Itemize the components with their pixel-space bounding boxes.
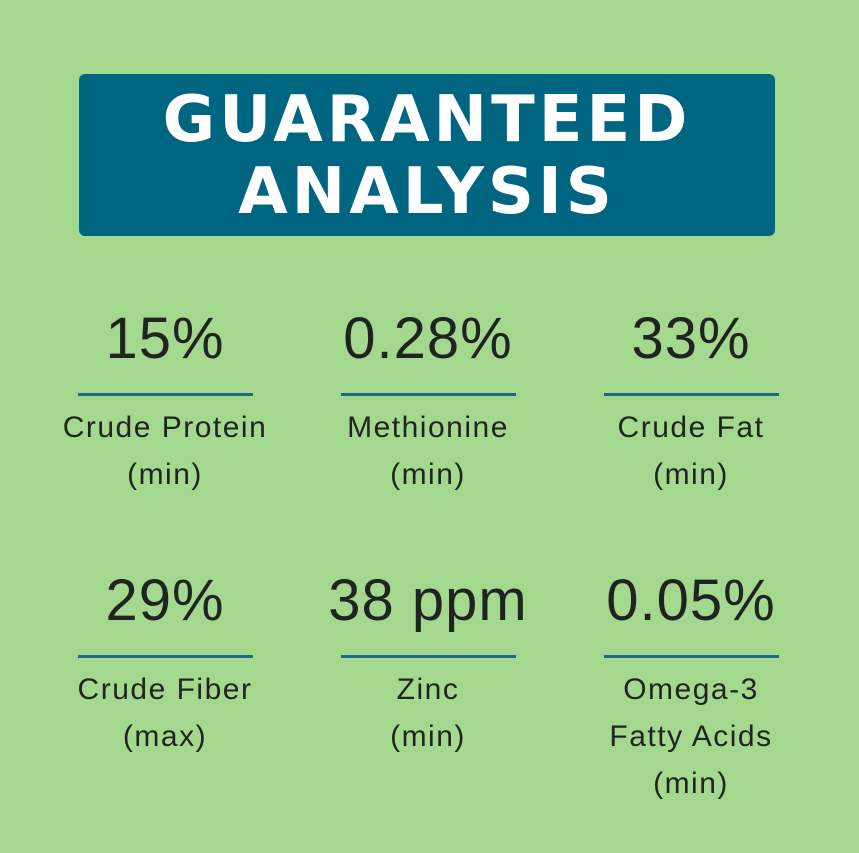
item-value: 0.28% — [343, 306, 513, 371]
title-line: GUARANTEED — [162, 83, 692, 157]
item-value: 38 ppm — [328, 568, 528, 633]
divider — [78, 393, 253, 396]
divider — [78, 655, 253, 658]
item-label: (min) — [653, 767, 729, 800]
item-value: 0.05% — [606, 568, 776, 633]
item-label: Crude Fat — [617, 411, 765, 444]
item-label: (min) — [653, 458, 729, 491]
item-value: 15% — [105, 306, 225, 371]
item-value: 29% — [105, 568, 225, 633]
item-label: (min) — [390, 720, 466, 753]
item-label: Crude Protein — [62, 411, 268, 444]
item-label: Methionine — [347, 411, 509, 444]
item-label: (max) — [122, 720, 208, 753]
divider — [604, 393, 779, 396]
item-label: Fatty Acids — [609, 720, 773, 753]
item-label: (min) — [127, 458, 203, 491]
item-label: Omega-3 — [623, 673, 759, 706]
divider — [604, 655, 779, 658]
item-label: Zinc — [396, 673, 460, 706]
title-line: ANALYSIS — [238, 155, 616, 229]
item-value: 33% — [631, 306, 751, 371]
divider — [341, 393, 516, 396]
title-banner: GUARANTEED ANALYSIS — [79, 74, 775, 236]
item-label: (min) — [390, 458, 466, 491]
item-label: Crude Fiber — [77, 673, 253, 706]
divider — [341, 655, 516, 658]
